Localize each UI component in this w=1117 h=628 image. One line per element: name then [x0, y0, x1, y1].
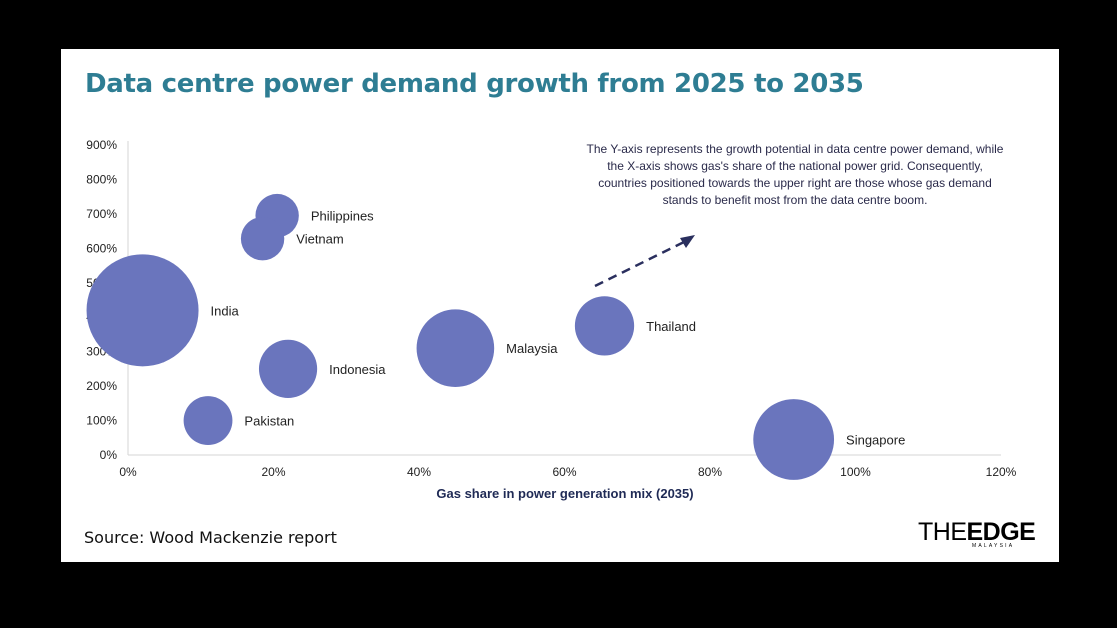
y-tick-label: 600%: [86, 241, 117, 255]
the-edge-malaysia-logo: THEEDGE MALAYSIA: [918, 517, 1046, 551]
x-tick-label: 20%: [261, 465, 285, 479]
logo-wordmark: THEEDGE: [918, 517, 1036, 547]
bubble-series: [86, 193, 835, 480]
y-tick-label: 200%: [86, 379, 117, 393]
bubble-label-thailand: Thailand: [646, 319, 696, 334]
bubble-malaysia: [416, 309, 495, 388]
bubble-label-indonesia: Indonesia: [329, 362, 386, 377]
bubble-label-singapore: Singapore: [846, 433, 905, 448]
annotation-line-3: countries positioned towards the upper r…: [598, 176, 992, 190]
annotation-line-4: stands to benefit most from the data cen…: [663, 193, 928, 207]
bubble-thailand: [574, 296, 635, 356]
bubble-vietnam: [240, 217, 285, 261]
x-tick-label: 40%: [407, 465, 431, 479]
logo-subtitle: MALAYSIA: [972, 543, 1015, 549]
annotation-line-1: The Y-axis represents the growth potenti…: [587, 142, 1004, 156]
logo-the: THE: [918, 518, 967, 546]
trend-arrow-head: [680, 235, 695, 248]
y-tick-label: 800%: [86, 172, 117, 186]
y-tick-label: 700%: [86, 207, 117, 221]
source-note: Source: Wood Mackenzie report: [84, 528, 337, 547]
bubble-indonesia: [258, 339, 318, 398]
chart-title: Data centre power demand growth from 202…: [85, 69, 864, 99]
scatter-chart: 0%100%200%300%400%500%600%700%800%900% 0…: [86, 138, 1016, 501]
bubble-pakistan: [183, 396, 233, 445]
x-tick-labels: 0% 20% 40% 60% 80% 100% 120%: [119, 465, 1016, 479]
bubble-labels: India Singapore Malaysia Thailand Indonesia P…: [211, 209, 906, 448]
x-tick-label: 100%: [840, 465, 871, 479]
bubble-singapore: [753, 399, 835, 480]
bubble-label-india: India: [211, 303, 240, 318]
y-tick-label: 100%: [86, 414, 117, 428]
annotation-line-2: the X-axis shows gas's share of the nati…: [607, 159, 983, 173]
x-axis-title: Gas share in power generation mix (2035): [436, 486, 693, 501]
x-tick-label: 120%: [986, 465, 1017, 479]
y-tick-label: 0%: [100, 448, 118, 462]
trend-arrow-icon: [594, 235, 695, 288]
x-tick-label: 80%: [698, 465, 722, 479]
bubble-label-pakistan: Pakistan: [244, 414, 294, 429]
chart-panel: Data centre power demand growth from 202…: [61, 49, 1059, 562]
bubble-india: [86, 254, 199, 367]
x-tick-label: 60%: [552, 465, 576, 479]
bubble-label-malaysia: Malaysia: [506, 341, 558, 356]
logo-edge: EDGE: [966, 518, 1036, 546]
bubble-label-philippines: Philippines: [311, 209, 374, 224]
y-tick-label: 900%: [86, 138, 117, 152]
annotation-note: The Y-axis represents the growth potenti…: [587, 142, 1004, 207]
trend-arrow-shaft: [594, 239, 687, 288]
bubble-label-vietnam: Vietnam: [296, 232, 343, 247]
x-tick-label: 0%: [119, 465, 137, 479]
